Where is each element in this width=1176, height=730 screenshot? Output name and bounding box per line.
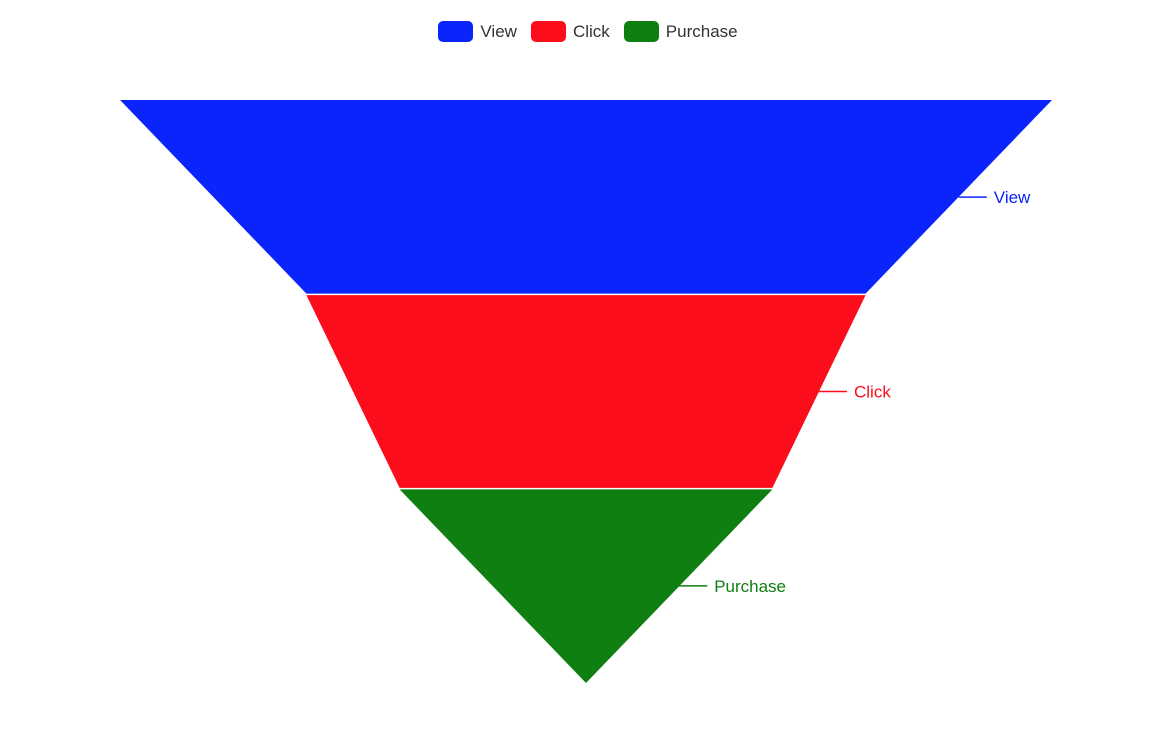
chart-legend: View Click Purchase (0, 21, 1176, 42)
legend-item-purchase[interactable]: Purchase (623, 21, 738, 42)
legend-label-view: View (480, 22, 517, 41)
data-label-purchase: Purchase (714, 577, 786, 596)
legend-swatch-purchase (623, 21, 659, 42)
legend-label-purchase: Purchase (665, 22, 738, 41)
data-label-click: Click (854, 383, 891, 402)
legend-item-click[interactable]: Click (530, 21, 610, 42)
legend-label-click: Click (572, 22, 610, 41)
legend-swatch-view (438, 21, 474, 42)
data-label-view: View (994, 188, 1031, 207)
funnel-segment-view[interactable] (120, 100, 1052, 294)
funnel-segment-purchase[interactable] (399, 489, 773, 683)
legend-item-view[interactable]: View (438, 21, 517, 42)
legend-swatch-click (530, 21, 566, 42)
funnel-segment-click[interactable] (306, 295, 866, 488)
